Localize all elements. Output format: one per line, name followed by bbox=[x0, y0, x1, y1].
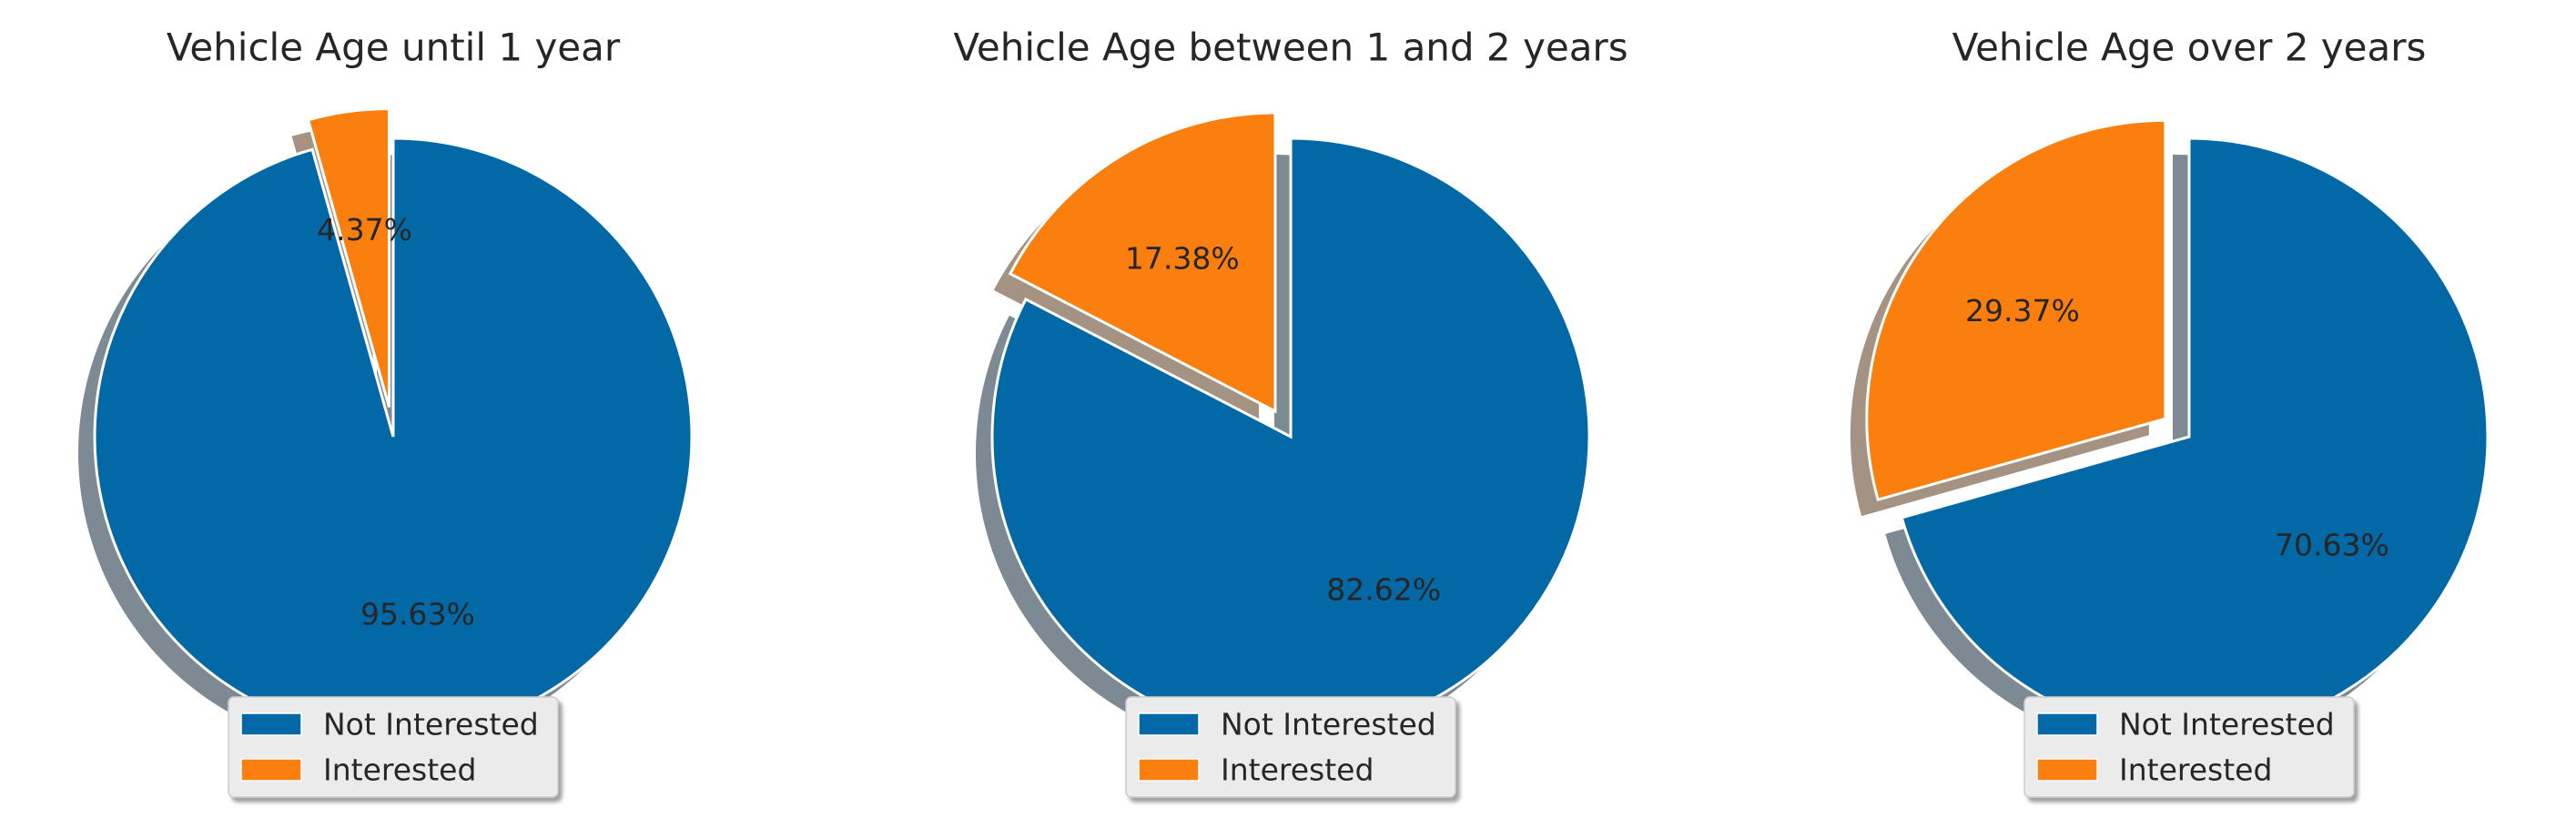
legend-box bbox=[2023, 696, 2355, 798]
legend-box bbox=[1125, 696, 1456, 798]
pie-chart-2: Vehicle Age between 1 and 2 years 82.62% 1… bbox=[953, 25, 1628, 798]
pie-value-label: 70.63% bbox=[2275, 527, 2389, 562]
legend-label: Interested bbox=[323, 752, 476, 788]
pie-value-label: 29.37% bbox=[1965, 293, 2080, 328]
legend-swatch-interested bbox=[240, 758, 302, 782]
chart-title: Vehicle Age until 1 year bbox=[167, 25, 621, 70]
chart-title: Vehicle Age over 2 years bbox=[1952, 25, 2427, 70]
legend-box bbox=[228, 696, 559, 798]
pie-value-label: 95.63% bbox=[360, 596, 475, 631]
legend-swatch-interested bbox=[1138, 758, 1200, 782]
legend-label: Interested bbox=[1221, 752, 1374, 788]
legend-swatch-not-interested bbox=[240, 712, 302, 736]
legend: Not Interested Interested bbox=[1125, 696, 1456, 798]
legend-label: Interested bbox=[2119, 752, 2272, 788]
legend-label: Not Interested bbox=[1221, 707, 1436, 742]
pie-value-label: 17.38% bbox=[1125, 240, 1240, 276]
pie-value-label: 82.62% bbox=[1326, 572, 1441, 608]
legend: Not Interested Interested bbox=[2023, 696, 2355, 798]
pie-slice-interested bbox=[1865, 118, 2167, 501]
pie-slice-not-interested bbox=[1900, 136, 2490, 737]
chart-title: Vehicle Age between 1 and 2 years bbox=[953, 25, 1628, 70]
legend-swatch-not-interested bbox=[2036, 712, 2098, 736]
pie-value-label: 4.37% bbox=[317, 212, 412, 247]
pie-slice-interested bbox=[1008, 111, 1277, 414]
pie-chart-3: Vehicle Age over 2 years 70.63% 29.37% Not … bbox=[1850, 25, 2490, 798]
pie-chart-1: Vehicle Age until 1 year 95.63% 4.37% Not I… bbox=[77, 25, 694, 798]
pie-slice-interested bbox=[306, 107, 391, 408]
pie-slice-not-interested bbox=[990, 136, 1591, 737]
legend-label: Not Interested bbox=[323, 707, 539, 742]
legend-swatch-interested bbox=[2036, 758, 2098, 782]
legend: Not Interested Interested bbox=[228, 696, 559, 798]
legend-label: Not Interested bbox=[2119, 707, 2335, 742]
legend-swatch-not-interested bbox=[1138, 712, 1200, 736]
